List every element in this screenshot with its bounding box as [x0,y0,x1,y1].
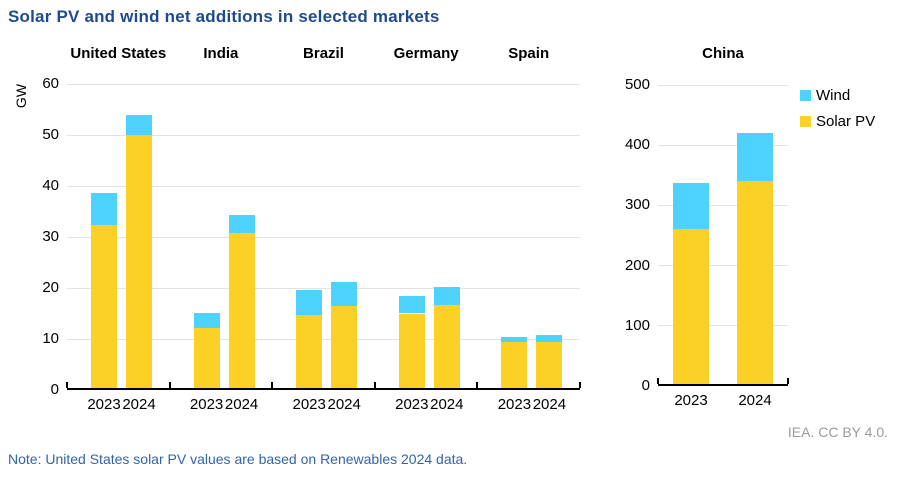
attribution-text: IEA. CC BY 4.0. [787,424,888,440]
note-text: Note: United States solar PV values are … [8,451,468,467]
x-axis-tick-label: 2023 [189,396,224,413]
bar-segment-solar-pv [673,229,709,386]
x-axis-tick-label: 2023 [87,396,121,413]
gridline [67,287,580,289]
bar-segment-solar-pv [433,304,460,390]
x-axis-tick-label: 2024 [532,396,567,413]
bar-segment-wind [433,287,460,305]
x-axis-line [67,388,580,390]
y-axis-tick-label: 200 [624,256,650,274]
gridline [67,185,580,187]
x-axis-line [658,384,788,386]
bar-segment-wind [126,114,152,135]
bar-segment-solar-pv [91,225,117,390]
y-axis-tick-label: 300 [624,196,650,214]
legend-color-swatch-icon [800,89,811,101]
gridline [658,144,788,146]
y-axis-tick-label: 10 [42,330,59,347]
y-axis-tick-label: 400 [624,136,650,154]
bar-segment-wind [296,289,323,316]
x-axis-tick [657,378,659,384]
gridline [658,265,788,267]
x-axis-tick-label: 2024 [327,396,361,413]
bar-segment-solar-pv [536,341,563,390]
y-axis-tick-label: 40 [42,177,59,194]
chart-title: Solar PV and wind net additions in selec… [8,7,440,26]
gridline [658,204,788,206]
y-axis-tick-label: 0 [50,381,59,398]
gridline [67,338,580,340]
bar-segment-wind [398,295,425,314]
panel-header-spain: Spain [508,45,550,62]
legend-color-swatch-icon [800,115,811,127]
y-axis-tick-label: 50 [42,126,59,143]
bar-segment-wind [91,192,117,226]
legend-item-label: Wind [816,86,851,104]
y-axis-tick-label: 500 [624,76,650,93]
y-axis-tick-label: 0 [641,377,650,394]
x-axis-tick-label: 2023 [395,396,429,413]
bar-segment-solar-pv [193,328,220,390]
x-axis-tick-label: 2024 [738,392,772,409]
x-axis-tick-label: 2024 [430,396,464,413]
legend-item-label: Solar PV [816,112,876,130]
panel-header-china: China [702,45,744,62]
gridline [67,134,580,136]
panel-header-united-states: United States [70,45,167,62]
bar-segment-wind [536,335,563,342]
bar-segment-solar-pv [737,181,773,386]
gridline [67,83,580,85]
x-axis-tick-label: 2024 [122,396,156,413]
y-axis-tick-label: 60 [42,75,59,92]
bar-segment-wind [737,133,773,182]
legend-item-wind: Wind [800,86,875,104]
x-axis-tick [168,382,171,388]
bar-segment-wind [228,215,255,233]
bar-segment-solar-pv [501,341,528,390]
x-axis-tick [579,382,581,388]
bar-segment-wind [673,183,709,230]
x-axis-tick [476,382,479,388]
panel-header-germany: Germany [393,45,459,62]
x-axis-tick-label: 2024 [224,396,259,413]
bar-segment-solar-pv [398,313,425,390]
bar-segment-wind [331,282,358,306]
gridline [658,325,788,327]
y-axis-tick-label: 20 [42,279,59,296]
bar-segment-solar-pv [296,315,323,390]
panel-header-brazil: Brazil [303,45,344,62]
bar-segment-solar-pv [228,232,255,390]
x-axis-tick-label: 2023 [674,392,708,409]
x-axis-tick [66,382,68,388]
gridline [67,236,580,238]
x-axis-tick-label: 2023 [292,396,326,413]
gridline [658,84,788,86]
x-axis-tick [373,382,376,388]
bar-segment-wind [193,312,220,329]
x-axis-tick [271,382,274,388]
legend: Wind Solar PV [800,86,876,140]
y-axis-tick-label: 100 [624,316,650,334]
panel-header-india: India [203,45,239,62]
x-axis-tick [787,378,789,384]
legend-item-solar-pv: Solar PV [800,112,876,130]
x-axis-tick-label: 2023 [497,396,532,413]
bar-segment-solar-pv [331,305,358,390]
bar-segment-solar-pv [126,135,152,390]
bar-segment-wind [501,337,528,342]
y-axis-tick-label: 30 [42,228,59,245]
